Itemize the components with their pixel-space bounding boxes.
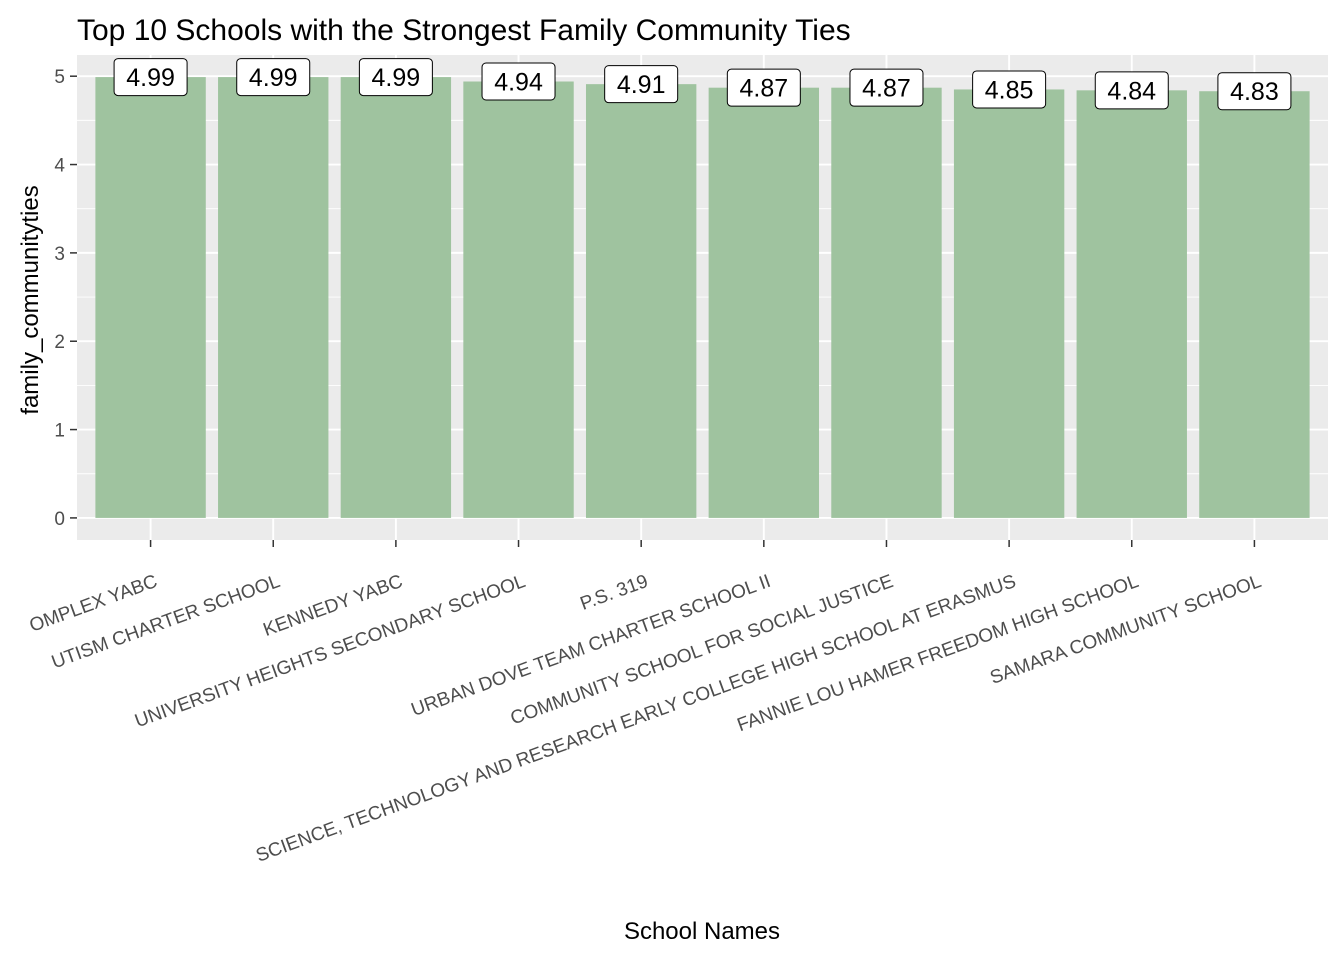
chart-title: Top 10 Schools with the Strongest Family… (77, 14, 851, 47)
data-label: 4.83 (1230, 78, 1279, 106)
bar (831, 87, 942, 518)
data-label-box (972, 70, 1047, 109)
bar (463, 81, 574, 518)
data-label-box (481, 62, 556, 101)
y-tick-label: 2 (54, 332, 65, 353)
data-label: 4.85 (985, 76, 1034, 104)
x-category-label: P.S. 319 (578, 571, 651, 615)
x-category-label: UTISM CHARTER SCHOOL (49, 571, 283, 673)
bar (340, 77, 452, 518)
data-label: 4.87 (739, 75, 788, 103)
bar (1076, 90, 1187, 518)
data-label: 4.84 (1107, 77, 1156, 105)
y-tick-label: 5 (54, 67, 65, 88)
y-axis: 0 1 2 3 4 5 (54, 67, 77, 530)
bar (1199, 91, 1310, 518)
data-label-box (1094, 71, 1169, 110)
data-label-box (1217, 72, 1292, 111)
y-tick-label: 0 (54, 509, 65, 530)
bar (708, 87, 820, 518)
y-tick-label: 3 (54, 244, 65, 265)
bar (218, 77, 329, 518)
data-label: 4.91 (617, 71, 666, 99)
bar (585, 84, 697, 518)
bar (95, 77, 206, 518)
data-label-box (849, 68, 924, 107)
data-label: 4.99 (126, 64, 175, 92)
bars (95, 77, 1310, 518)
data-label: 4.99 (249, 64, 298, 92)
data-label: 4.87 (862, 75, 911, 103)
data-label-box (113, 58, 188, 97)
x-axis-title: School Names (624, 918, 780, 945)
data-label-box (236, 58, 311, 97)
y-tick-label: 4 (54, 156, 65, 177)
data-label-box (604, 65, 679, 104)
data-label: 4.94 (494, 69, 543, 97)
bar (953, 89, 1065, 518)
data-label: 4.99 (372, 64, 421, 92)
x-category-label: SCIENCE, TECHNOLOGY AND RESEARCH EARLY C… (253, 571, 1019, 867)
data-labels: 4.99 4.99 4.99 4.94 4.91 4.87 4.87 4.85 4.84 4.83 (113, 58, 1292, 111)
y-tick-label: 1 (54, 421, 65, 442)
y-axis-title: family_communityties (17, 185, 44, 414)
data-label-box (358, 58, 433, 97)
data-label-box (726, 68, 801, 107)
